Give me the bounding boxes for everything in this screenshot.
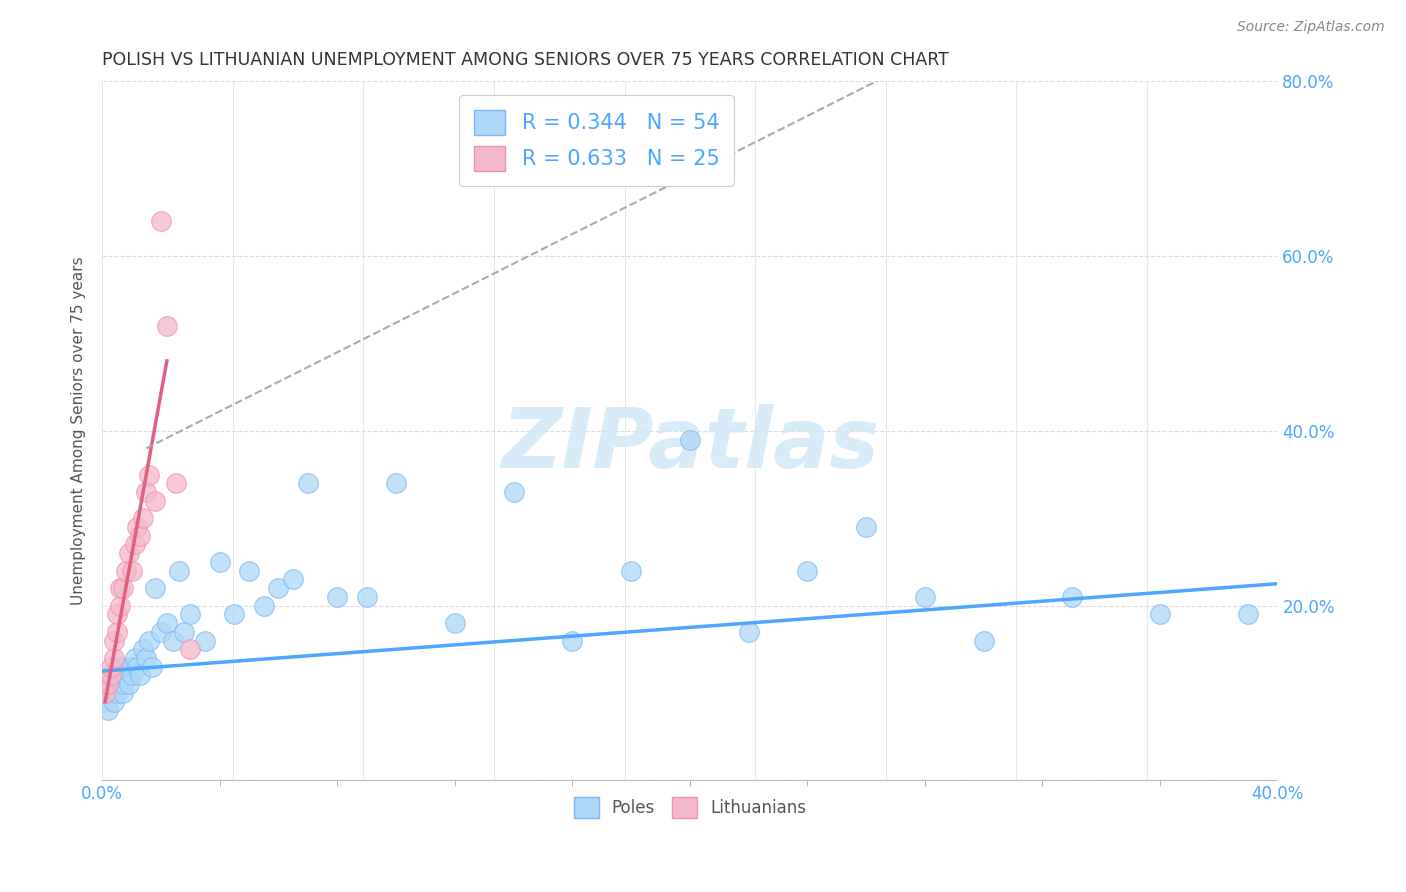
Point (135, 485, 157, 500)
Point (127, 520, 149, 534)
Point (620, 564, 643, 578)
Point (138, 633, 160, 648)
Point (97, 677, 120, 691)
Point (138, 467, 160, 482)
Point (143, 581, 166, 595)
Point (108, 599, 131, 613)
Point (135, 651, 157, 665)
Point (356, 590, 378, 604)
Point (167, 564, 190, 578)
Point (100, 659, 122, 673)
Point (224, 607, 246, 622)
Point (129, 529, 152, 543)
Point (108, 668, 131, 682)
Y-axis label: Unemployment Among Seniors over 75 years: Unemployment Among Seniors over 75 years (72, 257, 86, 605)
Text: POLISH VS LITHUANIAN UNEMPLOYMENT AMONG SENIORS OVER 75 YEARS CORRELATION CHART: POLISH VS LITHUANIAN UNEMPLOYMENT AMONG … (103, 51, 949, 69)
Point (100, 686, 122, 700)
Point (283, 572, 305, 586)
Point (1237, 607, 1260, 622)
Point (105, 624, 128, 639)
Point (103, 651, 125, 665)
Point (103, 668, 125, 682)
Point (114, 564, 136, 578)
Point (129, 668, 152, 682)
Point (149, 624, 172, 639)
Point (103, 695, 125, 709)
Point (121, 668, 143, 682)
Point (326, 590, 349, 604)
Point (443, 615, 465, 630)
Point (100, 668, 122, 682)
Point (179, 607, 201, 622)
Point (561, 633, 583, 648)
Point (94, 695, 117, 709)
Point (105, 677, 128, 691)
Point (165, 476, 187, 491)
Point (156, 615, 179, 630)
Point (111, 677, 134, 691)
Point (253, 599, 276, 613)
Point (149, 214, 172, 228)
Point (121, 564, 143, 578)
Point (679, 433, 702, 447)
Point (121, 659, 143, 673)
Point (143, 493, 166, 508)
Point (238, 564, 260, 578)
Point (100, 677, 122, 691)
Point (502, 485, 524, 500)
Point (141, 659, 163, 673)
Point (267, 581, 290, 595)
Point (914, 590, 936, 604)
Text: ZIPatlas: ZIPatlas (501, 404, 879, 485)
Point (855, 520, 877, 534)
Point (132, 642, 155, 657)
Point (111, 581, 134, 595)
Point (97, 703, 120, 717)
Point (114, 668, 136, 682)
Legend: Poles, Lithuanians: Poles, Lithuanians (567, 790, 813, 824)
Point (796, 564, 818, 578)
Point (1060, 590, 1083, 604)
Point (385, 476, 408, 491)
Point (194, 633, 217, 648)
Point (124, 537, 146, 551)
Point (737, 624, 759, 639)
Point (127, 659, 149, 673)
Point (124, 651, 146, 665)
Text: Source: ZipAtlas.com: Source: ZipAtlas.com (1237, 20, 1385, 34)
Point (105, 686, 128, 700)
Point (94, 686, 117, 700)
Point (1149, 607, 1171, 622)
Point (173, 624, 195, 639)
Point (108, 581, 131, 595)
Point (105, 607, 128, 622)
Point (297, 476, 319, 491)
Point (179, 642, 201, 657)
Point (208, 555, 231, 569)
Point (118, 677, 141, 691)
Point (108, 659, 131, 673)
Point (162, 633, 184, 648)
Point (132, 511, 155, 525)
Point (111, 686, 134, 700)
Point (156, 318, 179, 333)
Point (973, 633, 995, 648)
Point (103, 633, 125, 648)
Point (118, 546, 141, 560)
